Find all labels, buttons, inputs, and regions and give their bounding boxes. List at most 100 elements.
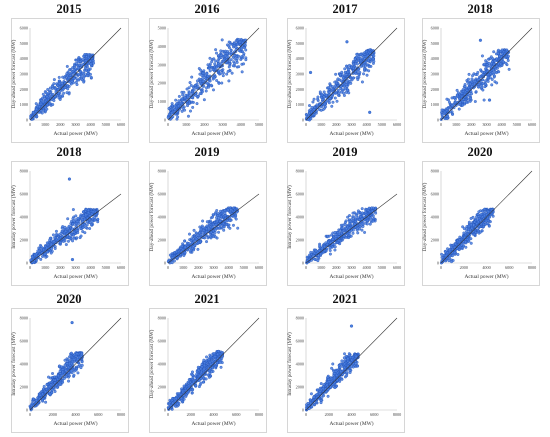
data-point (176, 115, 180, 119)
data-point (77, 73, 81, 77)
panel-title: 2020 (56, 292, 82, 306)
data-point (62, 376, 66, 380)
data-point (57, 75, 61, 79)
data-point (355, 214, 359, 217)
data-point (85, 223, 89, 227)
data-point (467, 239, 471, 243)
data-point (367, 206, 371, 210)
data-point (196, 95, 200, 99)
reference-line (167, 193, 260, 264)
data-point (495, 64, 499, 68)
data-point (84, 225, 88, 229)
data-point (211, 213, 215, 217)
y-axis-label: Day-ahead power forecast (MW) (148, 182, 155, 251)
data-point (477, 77, 481, 81)
outlier-point (349, 324, 354, 328)
x-tick-label: 6000 (232, 412, 240, 417)
data-point (76, 216, 80, 220)
data-point (352, 59, 355, 63)
data-point (213, 355, 217, 358)
data-point (479, 213, 483, 217)
data-point (229, 48, 233, 52)
data-point (483, 85, 487, 89)
data-point (361, 225, 365, 228)
data-point (333, 96, 337, 100)
y-tick-label: 6000 (296, 26, 304, 31)
data-point (359, 52, 363, 56)
x-axis-label: Actual power (MW) (191, 420, 235, 427)
data-point (173, 108, 177, 111)
data-point (327, 90, 331, 94)
data-point (334, 91, 338, 95)
data-point (39, 257, 43, 261)
panel-title: 2021 (194, 292, 220, 306)
data-point (505, 48, 509, 52)
data-point (489, 55, 493, 59)
x-tick-label: 5000 (240, 265, 248, 270)
data-point (191, 370, 194, 374)
data-point (472, 232, 476, 236)
data-point (215, 209, 219, 213)
x-tick-label: 6000 (393, 265, 401, 270)
data-point (334, 233, 338, 237)
data-point (322, 90, 326, 94)
data-point (355, 59, 359, 63)
y-tick-label: 4000 (431, 215, 439, 220)
data-point (63, 363, 67, 367)
data-point (58, 375, 62, 379)
data-point (76, 222, 80, 226)
x-tick-label: 3000 (71, 122, 79, 127)
data-point (217, 213, 221, 217)
data-point (315, 388, 319, 392)
data-point (451, 112, 455, 116)
x-axis-label: Actual power (MW) (191, 273, 235, 280)
data-point (228, 226, 232, 230)
y-tick-label: 0 (302, 261, 304, 266)
data-point (221, 221, 225, 225)
data-point (315, 109, 319, 113)
data-point (181, 248, 185, 252)
data-point (360, 222, 364, 226)
panel-title: 2020 (467, 145, 493, 159)
scatter-plot: 0 1000 2000 3000 4000 5000 6000020004000600080… (10, 169, 125, 281)
data-point (216, 349, 220, 353)
data-point (315, 392, 319, 396)
panel-2019-intraday: 2019 0 1000 2000 3000 4000 5000 6000 0 2000 4000 6… (281, 145, 409, 286)
data-point (41, 100, 45, 104)
data-point (312, 113, 316, 117)
data-point (67, 379, 71, 383)
data-point (483, 82, 487, 86)
data-point (231, 64, 235, 68)
x-tick-label: 2000 (200, 122, 208, 127)
data-point (44, 255, 48, 259)
data-point (478, 75, 482, 79)
data-point (190, 382, 194, 386)
data-point (73, 64, 77, 68)
data-point (240, 55, 244, 59)
data-point (55, 232, 59, 236)
data-point (341, 80, 345, 84)
y-tick-label: 5000 (431, 41, 439, 46)
data-point (363, 230, 367, 234)
data-point (181, 242, 185, 246)
y-tick-label: 8000 (431, 169, 439, 174)
data-point (49, 242, 53, 246)
data-point (69, 82, 73, 86)
data-point (82, 80, 86, 84)
y-tick-label: 6000 (20, 26, 28, 31)
data-point (359, 215, 363, 219)
data-point (213, 231, 217, 234)
data-point (202, 98, 206, 102)
outlier-point (368, 110, 372, 114)
data-point (464, 245, 468, 249)
data-point (58, 382, 62, 386)
data-point (328, 246, 332, 250)
data-point (208, 235, 212, 239)
x-tick-label: 3000 (218, 122, 226, 127)
data-point (55, 383, 59, 387)
data-point (480, 54, 484, 58)
data-point (194, 231, 198, 235)
data-point (52, 240, 56, 244)
x-tick-label: 5000 (255, 122, 263, 127)
y-tick-label: 4000 (158, 362, 166, 367)
